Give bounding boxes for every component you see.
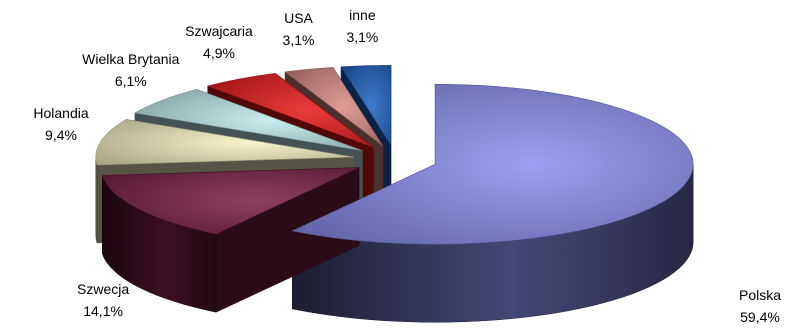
slice-holandia <box>95 119 354 166</box>
slice-inne <box>340 65 392 147</box>
slice-value-holandia: 9,4% <box>45 127 77 143</box>
slice-value-szwecja: 14,1% <box>83 303 123 319</box>
slice-label-szwajcaria: Szwajcaria <box>185 23 253 39</box>
slice-label-holandia: Holandia <box>33 105 88 121</box>
slice-tops <box>95 65 694 245</box>
slice-value-inne: 3,1% <box>346 29 378 45</box>
slice-wielka-brytania <box>134 89 363 151</box>
slice-label-wielka-brytania: Wielka Brytania <box>82 51 179 67</box>
slice-label-usa: USA <box>284 10 313 26</box>
slice-value-szwajcaria: 4,9% <box>203 45 235 61</box>
slice-polska <box>291 83 694 245</box>
slice-label-polska: Polska <box>739 287 781 303</box>
slice-szwajcaria <box>206 73 374 148</box>
slice-usa <box>284 67 384 147</box>
slice-value-polska: 59,4% <box>740 309 780 325</box>
slice-label-inne: inne <box>349 7 376 23</box>
slice-value-usa: 3,1% <box>283 32 315 48</box>
slice-value-wielka-brytania: 6,1% <box>115 73 147 89</box>
slice-labels: Polska 59,4% Szwecja 14,1% Holandia 9,4% Wielk… <box>33 7 781 325</box>
slice-label-szwecja: Szwecja <box>77 281 129 297</box>
slice-szwecja <box>101 167 360 235</box>
